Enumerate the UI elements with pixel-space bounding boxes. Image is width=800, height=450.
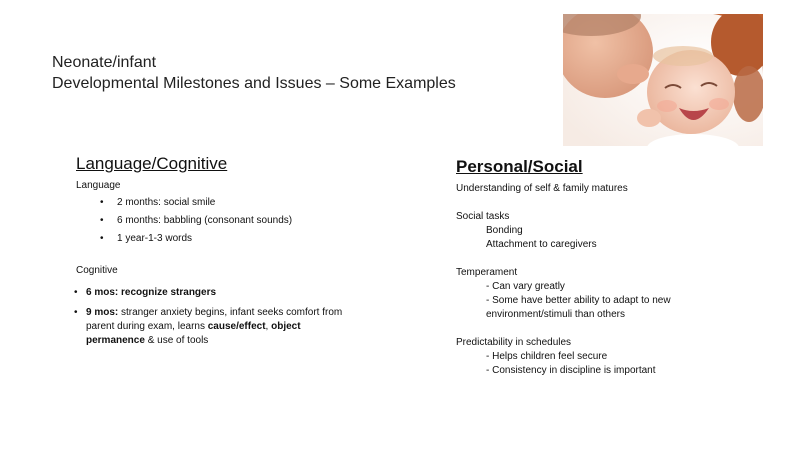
cog2-bold4: permanence bbox=[86, 335, 145, 346]
cog1-bold: 6 mos: recognize strangers bbox=[86, 287, 217, 298]
predictability-label: Predictability in schedules bbox=[456, 337, 572, 348]
personal-social-column: Personal/Social Understanding of self & … bbox=[456, 157, 756, 392]
list-item: - Helps children feel secure bbox=[486, 351, 608, 362]
social-tasks-block: Social tasks Bonding Attachment to careg… bbox=[456, 210, 756, 252]
cognitive-item-9mos: • 9 mos: stranger anxiety begins, infant… bbox=[74, 306, 396, 348]
personal-social-heading: Personal/Social bbox=[456, 157, 583, 176]
language-list: 2 months: social smile 6 months: babblin… bbox=[76, 196, 396, 246]
cog2-text4: & use of tools bbox=[144, 335, 209, 346]
title-line-1: Neonate/infant bbox=[52, 54, 157, 71]
self-family-block: Understanding of self & family matures bbox=[456, 182, 756, 196]
cognitive-label: Cognitive bbox=[76, 265, 118, 276]
list-item: - Can vary greatly bbox=[486, 281, 565, 292]
cog2-bold2: cause/effect bbox=[207, 321, 266, 332]
self-family-line: Understanding of self & family matures bbox=[456, 183, 628, 194]
cog2-bold3: object bbox=[271, 321, 301, 332]
photo-illustration bbox=[563, 14, 763, 146]
title-line-2: Developmental Milestones and Issues – So… bbox=[52, 75, 456, 92]
list-item: Attachment to caregivers bbox=[486, 239, 597, 250]
language-label: Language bbox=[76, 180, 121, 191]
cognitive-item-6mos: • 6 mos: recognize strangers bbox=[74, 286, 396, 300]
social-tasks-label: Social tasks bbox=[456, 211, 510, 222]
parent-kissing-baby-photo bbox=[563, 14, 763, 146]
cog2-text2: parent during exam, learns bbox=[86, 321, 208, 332]
temperament-label: Temperament bbox=[456, 267, 518, 278]
list-item: - Consistency in discipline is important bbox=[486, 365, 656, 376]
list-item: 2 months: social smile bbox=[76, 196, 396, 210]
cog2-text1: stranger anxiety begins, infant seeks co… bbox=[118, 307, 343, 318]
language-cognitive-heading: Language/Cognitive bbox=[76, 154, 228, 173]
list-item: Bonding bbox=[486, 225, 523, 236]
cog2-bold1: 9 mos: bbox=[86, 307, 119, 318]
slide-title: Neonate/infant Developmental Milestones … bbox=[52, 52, 552, 94]
list-item: - Some have better ability to adapt to n… bbox=[486, 295, 671, 306]
temperament-block: Temperament - Can vary greatly - Some ha… bbox=[456, 266, 756, 322]
list-item: 6 months: babbling (consonant sounds) bbox=[76, 214, 396, 228]
predictability-block: Predictability in schedules - Helps chil… bbox=[456, 336, 756, 378]
language-cognitive-column: Language/Cognitive Language 2 months: so… bbox=[74, 154, 396, 354]
bullet-icon: • bbox=[74, 287, 78, 298]
list-item: environment/stimuli than others bbox=[486, 309, 625, 320]
bullet-icon: • bbox=[74, 307, 78, 318]
cog2-text3: , bbox=[265, 321, 272, 332]
list-item: 1 year-1-3 words bbox=[76, 232, 396, 246]
